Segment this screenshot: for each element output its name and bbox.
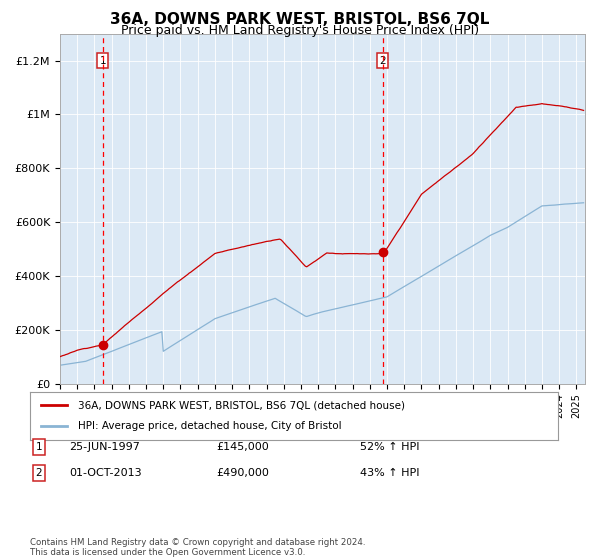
- Text: Contains HM Land Registry data © Crown copyright and database right 2024.
This d: Contains HM Land Registry data © Crown c…: [30, 538, 365, 557]
- Text: 43% ↑ HPI: 43% ↑ HPI: [360, 468, 419, 478]
- Text: 25-JUN-1997: 25-JUN-1997: [69, 442, 140, 452]
- Text: Price paid vs. HM Land Registry's House Price Index (HPI): Price paid vs. HM Land Registry's House …: [121, 24, 479, 37]
- Text: 1: 1: [100, 55, 106, 66]
- Text: HPI: Average price, detached house, City of Bristol: HPI: Average price, detached house, City…: [77, 421, 341, 431]
- Text: 2: 2: [35, 468, 43, 478]
- Text: £490,000: £490,000: [216, 468, 269, 478]
- Text: 36A, DOWNS PARK WEST, BRISTOL, BS6 7QL (detached house): 36A, DOWNS PARK WEST, BRISTOL, BS6 7QL (…: [77, 400, 404, 410]
- Text: 01-OCT-2013: 01-OCT-2013: [69, 468, 142, 478]
- Text: 2: 2: [379, 55, 386, 66]
- Text: 52% ↑ HPI: 52% ↑ HPI: [360, 442, 419, 452]
- Text: £145,000: £145,000: [216, 442, 269, 452]
- Text: 1: 1: [35, 442, 43, 452]
- Text: 36A, DOWNS PARK WEST, BRISTOL, BS6 7QL: 36A, DOWNS PARK WEST, BRISTOL, BS6 7QL: [110, 12, 490, 27]
